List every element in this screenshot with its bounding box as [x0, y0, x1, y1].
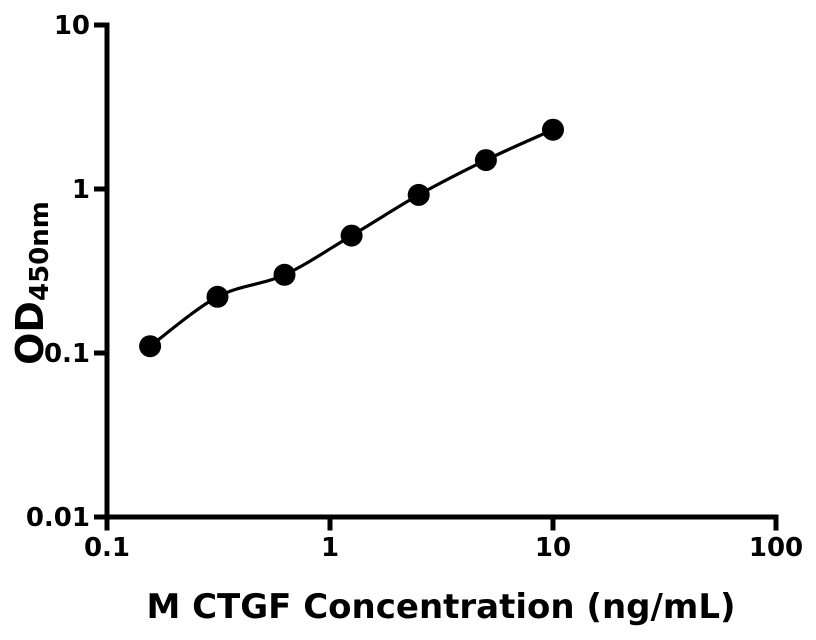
data-point-marker-5	[474, 149, 497, 172]
x-tick-label: 10	[535, 533, 571, 563]
y-tick-label: 0.1	[44, 339, 90, 369]
y-tick-label: 1	[72, 175, 90, 205]
x-axis-title: M CTGF Concentration (ng/mL)	[146, 587, 736, 627]
y-tick-label: 10	[54, 11, 90, 41]
data-point-marker-1	[206, 285, 229, 308]
data-point-marker-4	[407, 183, 430, 206]
data-point-marker-0	[139, 335, 162, 358]
data-point-marker-6	[542, 118, 564, 141]
y-tick-label: 0.01	[26, 503, 90, 533]
x-tick-label: 1	[321, 533, 339, 563]
x-tick-label: 100	[749, 533, 803, 563]
data-point-marker-2	[273, 263, 296, 286]
y-axis-title-main: OD	[8, 301, 52, 365]
data-point-marker-3	[340, 224, 363, 247]
y-axis-title-subscript: 450nm	[25, 201, 55, 302]
y-axis-title: OD450nm	[8, 201, 55, 365]
x-tick-label: 0.1	[84, 533, 130, 563]
